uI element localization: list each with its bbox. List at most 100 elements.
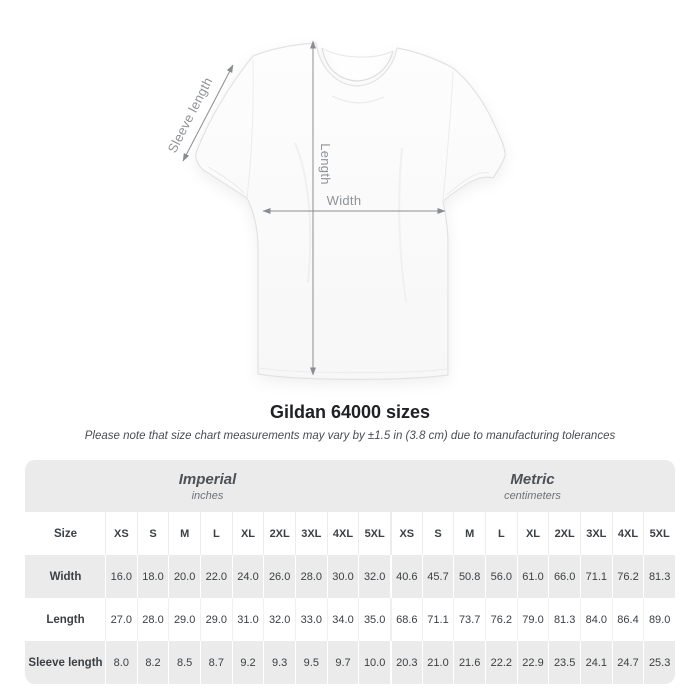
left-sleeve-seam [246, 59, 254, 199]
size-col-header: M [453, 512, 485, 555]
cell-value: 22.2 [484, 641, 517, 684]
cell-value: 73.7 [453, 598, 485, 641]
size-col-header: 4XL [611, 512, 644, 555]
cell-value: 29.0 [168, 598, 200, 641]
wrinkle-line [294, 142, 312, 284]
wrinkle-line [331, 95, 385, 104]
cell-value: 8.5 [168, 641, 200, 684]
cell-value: 22.9 [516, 641, 549, 684]
tshirt-graphic: Width Length Sleeve length [165, 40, 506, 380]
cell-value: 24.7 [611, 641, 644, 684]
right-sleeve-seam [442, 71, 454, 202]
cell-value: 45.7 [421, 555, 454, 598]
size-col-header: XS [389, 512, 422, 555]
row-label: Sleeve length [28, 656, 103, 669]
table-row: Sleeve length 8.0 8.2 8.5 8.7 9.2 9.3 9.5 9.7 10.… [25, 641, 675, 684]
cell-value: 9.5 [294, 641, 327, 684]
cell-value: 68.6 [389, 598, 422, 641]
cell-value: 21.0 [421, 641, 454, 684]
title-block: Gildan 64000 sizes Please note that size… [0, 402, 700, 442]
table-row: Width 16.0 18.0 20.0 22.0 24.0 26.0 28.0 30.0 32.… [25, 555, 675, 598]
size-col-header: 5XL [358, 512, 390, 555]
sleeve-length-arrow [182, 64, 234, 162]
imperial-group-header: Imperial inches [25, 460, 390, 512]
cell-value: 56.0 [484, 555, 517, 598]
cell-value: 10.0 [358, 641, 390, 684]
cell-value: 18.0 [136, 555, 169, 598]
length-label: Length [318, 143, 333, 185]
size-col-header: XS [105, 512, 137, 555]
cell-value: 21.6 [453, 641, 485, 684]
cell-value: 24.0 [231, 555, 264, 598]
size-table: Imperial inches Metric centimeters Size X… [25, 460, 675, 684]
size-col-header: 5XL [643, 512, 675, 555]
tshirt-diagram: Width Length Sleeve length [150, 18, 570, 410]
cell-value: 84.0 [579, 598, 612, 641]
cell-value: 20.0 [168, 555, 200, 598]
size-col-header: XL [516, 512, 549, 555]
collar-inner-line [321, 47, 394, 82]
unit-group-row: Imperial inches Metric centimeters [25, 460, 675, 512]
cell-value: 8.0 [105, 641, 137, 684]
cell-value: 33.0 [294, 598, 327, 641]
cell-value: 30.0 [326, 555, 359, 598]
metric-group-unit: centimeters [504, 489, 561, 502]
page-title: Gildan 64000 sizes [269, 402, 431, 422]
cell-value: 61.0 [516, 555, 549, 598]
size-col-header: 4XL [326, 512, 359, 555]
cell-value: 29.0 [199, 598, 232, 641]
cell-value: 81.3 [548, 598, 580, 641]
table-header-row: Size XS S M L XL 2XL 3XL 4XL 5XL XS S M L XL 2XL 3XL 4XL 5… [25, 512, 675, 555]
cell-value: 66.0 [548, 555, 580, 598]
cell-value: 86.4 [611, 598, 644, 641]
row-label: Length [46, 613, 85, 626]
collar-back-line [321, 47, 394, 58]
size-col-header: 3XL [579, 512, 612, 555]
cell-value: 27.0 [105, 598, 137, 641]
cell-value: 28.0 [294, 555, 327, 598]
cell-value: 34.0 [326, 598, 359, 641]
size-col-header: 2XL [263, 512, 295, 555]
cell-value: 24.1 [579, 641, 612, 684]
cell-value: 76.2 [484, 598, 517, 641]
measurement-lines [182, 40, 446, 376]
cell-value: 71.1 [421, 598, 454, 641]
cell-value: 32.0 [263, 598, 295, 641]
size-col-header: L [199, 512, 232, 555]
cell-value: 40.6 [389, 555, 422, 598]
cell-value: 16.0 [105, 555, 137, 598]
size-col-header: XL [231, 512, 264, 555]
tolerance-note: Please note that size chart measurements… [84, 430, 616, 442]
cell-value: 89.0 [643, 598, 675, 641]
cell-value: 9.3 [263, 641, 295, 684]
width-label: Width [327, 193, 362, 208]
cell-value: 20.3 [389, 641, 422, 684]
bottom-hem-line [258, 367, 448, 374]
size-col-header: S [421, 512, 454, 555]
cell-value: 9.7 [326, 641, 359, 684]
right-sleeve-hem [446, 172, 490, 196]
cell-value: 28.0 [136, 598, 169, 641]
row-label: Width [49, 570, 82, 583]
imperial-group-unit: inches [191, 489, 224, 502]
cell-value: 32.0 [358, 555, 390, 598]
cell-value: 8.2 [136, 641, 169, 684]
metric-group-name: Metric [510, 470, 555, 488]
metric-group-header: Metric centimeters [390, 460, 675, 512]
cell-value: 25.3 [643, 641, 675, 684]
cell-value: 76.2 [611, 555, 644, 598]
left-sleeve-hem [207, 166, 245, 194]
size-col-header: 3XL [294, 512, 327, 555]
size-col-header: S [136, 512, 169, 555]
cell-value: 26.0 [263, 555, 295, 598]
wrinkle-line [398, 147, 407, 304]
cell-value: 31.0 [231, 598, 264, 641]
cell-value: 22.0 [199, 555, 232, 598]
table-row: Length 27.0 28.0 29.0 29.0 31.0 32.0 33.0 34.0 35… [25, 598, 675, 641]
table-body: Width 16.0 18.0 20.0 22.0 24.0 26.0 28.0 30.0 32.… [25, 555, 675, 684]
cell-value: 71.1 [579, 555, 612, 598]
size-column-header: Size [53, 527, 77, 540]
cell-value: 50.8 [453, 555, 485, 598]
size-col-header: M [168, 512, 200, 555]
